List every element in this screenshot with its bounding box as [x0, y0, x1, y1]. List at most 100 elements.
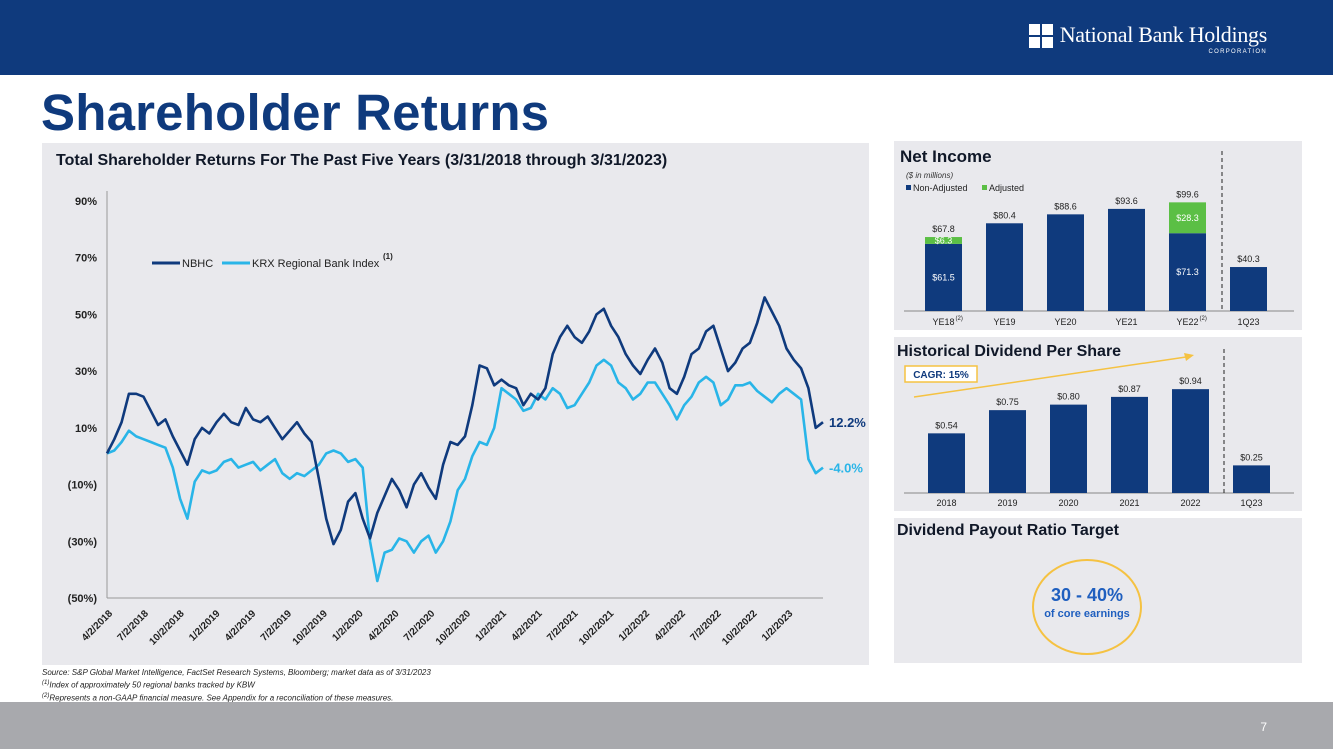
category-label: 1Q23 — [1237, 317, 1259, 327]
y-tick-label: 10% — [75, 423, 97, 435]
dividend-bar — [1172, 389, 1209, 493]
category-note: (2) — [956, 316, 963, 322]
x-tick-label: 7/2/2018 — [116, 608, 152, 644]
dividend-bar — [1050, 404, 1087, 493]
category-label: YE21 — [1115, 317, 1137, 327]
payout-circle: 30 - 40% of core earnings — [1032, 559, 1142, 655]
x-tick-label: 1/2/2022 — [617, 608, 653, 644]
x-tick-label: 1/2/2021 — [474, 608, 510, 644]
bar-label-adjusted: $6.3 — [935, 235, 953, 245]
bar-non-adjusted — [1047, 214, 1084, 311]
page-title: Shareholder Returns — [41, 84, 550, 141]
legend-label-adjusted: Adjusted — [989, 183, 1024, 193]
cagr-label: CAGR: 15% — [913, 370, 969, 381]
tsr-chart: 90%70%50%30%10%(10%)(30%)(50%)4/2/2018 7/… — [68, 191, 866, 648]
x-tick-label: 10/2/2021 — [577, 608, 617, 648]
net-income-panel: Net Income ($ in millions) Non-Adjusted A… — [894, 141, 1302, 330]
dividend-bar — [1111, 396, 1148, 493]
company-logo: National Bank Holdings CORPORATION — [1028, 22, 1268, 55]
legend-swatch-adjusted — [982, 185, 987, 190]
bar-total-label: $80.4 — [993, 210, 1016, 220]
bar-non-adjusted — [925, 243, 962, 311]
x-tick-label: 1/2/2023 — [760, 608, 796, 644]
payout-value: 30 - 40% — [1050, 585, 1124, 605]
bar-label-non-adjusted: $61.5 — [932, 272, 955, 282]
category-label: YE20 — [1054, 317, 1076, 327]
dividend-bar-label: $0.54 — [935, 420, 958, 430]
header-bar: National Bank Holdings CORPORATION — [0, 0, 1333, 75]
footnote-1: (1)Index of approximately 50 regional ba… — [42, 678, 431, 691]
bar-non-adjusted — [1108, 208, 1145, 311]
x-tick-label: 10/2/2018 — [147, 608, 187, 648]
dividend-bar-label: $0.80 — [1057, 392, 1080, 402]
cagr-arrow — [913, 356, 1187, 398]
legend-label-krx: KRX Regional Bank Index — [252, 258, 380, 270]
company-sub: CORPORATION — [1208, 49, 1267, 55]
y-tick-label: 50% — [75, 309, 97, 321]
category-label: 1Q23 — [1240, 498, 1262, 508]
category-label: YE18 — [932, 317, 954, 327]
category-label: 2019 — [997, 498, 1017, 508]
category-note: (2) — [1200, 316, 1207, 322]
logo-mark-icon — [1028, 24, 1053, 48]
legend-footnote-mark: (1) — [383, 252, 393, 261]
cagr-badge — [904, 365, 978, 383]
payout-panel: Dividend Payout Ratio Target 30 - 40% of… — [894, 518, 1302, 663]
y-tick-label: (10%) — [68, 480, 98, 492]
footnotes: Source: S&P Global Market Intelligence, … — [42, 668, 431, 703]
category-label: YE19 — [993, 317, 1015, 327]
category-label: YE22 — [1176, 317, 1198, 327]
cagr-arrow-head — [1184, 353, 1194, 361]
x-tick-label: 7/2/2019 — [259, 608, 295, 644]
x-tick-label: 1/2/2019 — [187, 608, 223, 644]
series-line-nbhc — [105, 296, 824, 546]
x-tick-label: 4/2/2022 — [653, 608, 689, 644]
bar-adjusted — [1169, 202, 1206, 234]
bar-label-non-adjusted: $71.3 — [1176, 267, 1199, 277]
category-label: 2020 — [1058, 498, 1078, 508]
bar-total-label: $88.6 — [1054, 201, 1077, 211]
end-label-nbhc: 12.2% — [829, 415, 866, 430]
x-tick-label: 10/2/2019 — [291, 608, 331, 648]
legend-label-nbhc: NBHC — [182, 258, 213, 270]
x-tick-label: 7/2/2020 — [402, 608, 438, 644]
end-label-krx: -4.0% — [829, 461, 863, 476]
x-tick-label: 10/2/2020 — [434, 608, 474, 648]
dividend-bar-label: $0.75 — [996, 397, 1019, 407]
dividend-bar-label: $0.25 — [1240, 452, 1263, 462]
y-tick-label: 70% — [75, 253, 97, 265]
bar-total-label: $40.3 — [1237, 254, 1260, 264]
y-tick-label: 30% — [75, 366, 97, 378]
y-tick-label: 90% — [75, 196, 97, 208]
footer-bar: 7 — [0, 702, 1333, 749]
dividend-bar-label: $0.87 — [1118, 384, 1141, 394]
payout-title: Dividend Payout Ratio Target — [897, 522, 1119, 539]
bar-non-adjusted — [1230, 267, 1267, 311]
footnote-1-mark: (1) — [42, 680, 50, 686]
dividend-bar — [1233, 465, 1270, 493]
bar-label-adjusted: $28.3 — [1176, 213, 1199, 223]
y-tick-label: (50%) — [68, 593, 98, 605]
category-label: 2018 — [936, 498, 956, 508]
x-tick-label: 4/2/2018 — [80, 608, 116, 644]
bar-non-adjusted — [1169, 233, 1206, 311]
footnote-2-mark: (2) — [42, 692, 50, 699]
x-tick-label: 7/2/2022 — [688, 608, 724, 644]
x-tick-label: 4/2/2021 — [509, 608, 545, 644]
footnote-1-text: Index of approximately 50 regional banks… — [49, 680, 255, 690]
x-tick-label: 4/2/2019 — [223, 608, 259, 644]
legend-swatch-non-adjusted — [906, 185, 911, 190]
x-tick-label: 1/2/2020 — [330, 608, 366, 644]
category-label: 2021 — [1119, 498, 1139, 508]
footnote-2: (2)Represents a non-GAAP financial measu… — [42, 691, 431, 704]
company-name: National Bank Holdings — [1059, 22, 1268, 47]
net-income-title: Net Income — [900, 147, 992, 166]
footnote-source: Source: S&P Global Market Intelligence, … — [42, 668, 431, 677]
dividend-bar-label: $0.94 — [1179, 376, 1202, 386]
series-line-krx — [106, 358, 824, 583]
x-tick-label: 10/2/2022 — [720, 608, 760, 648]
x-tick-label: 4/2/2020 — [366, 608, 402, 644]
category-label: 2022 — [1180, 498, 1200, 508]
